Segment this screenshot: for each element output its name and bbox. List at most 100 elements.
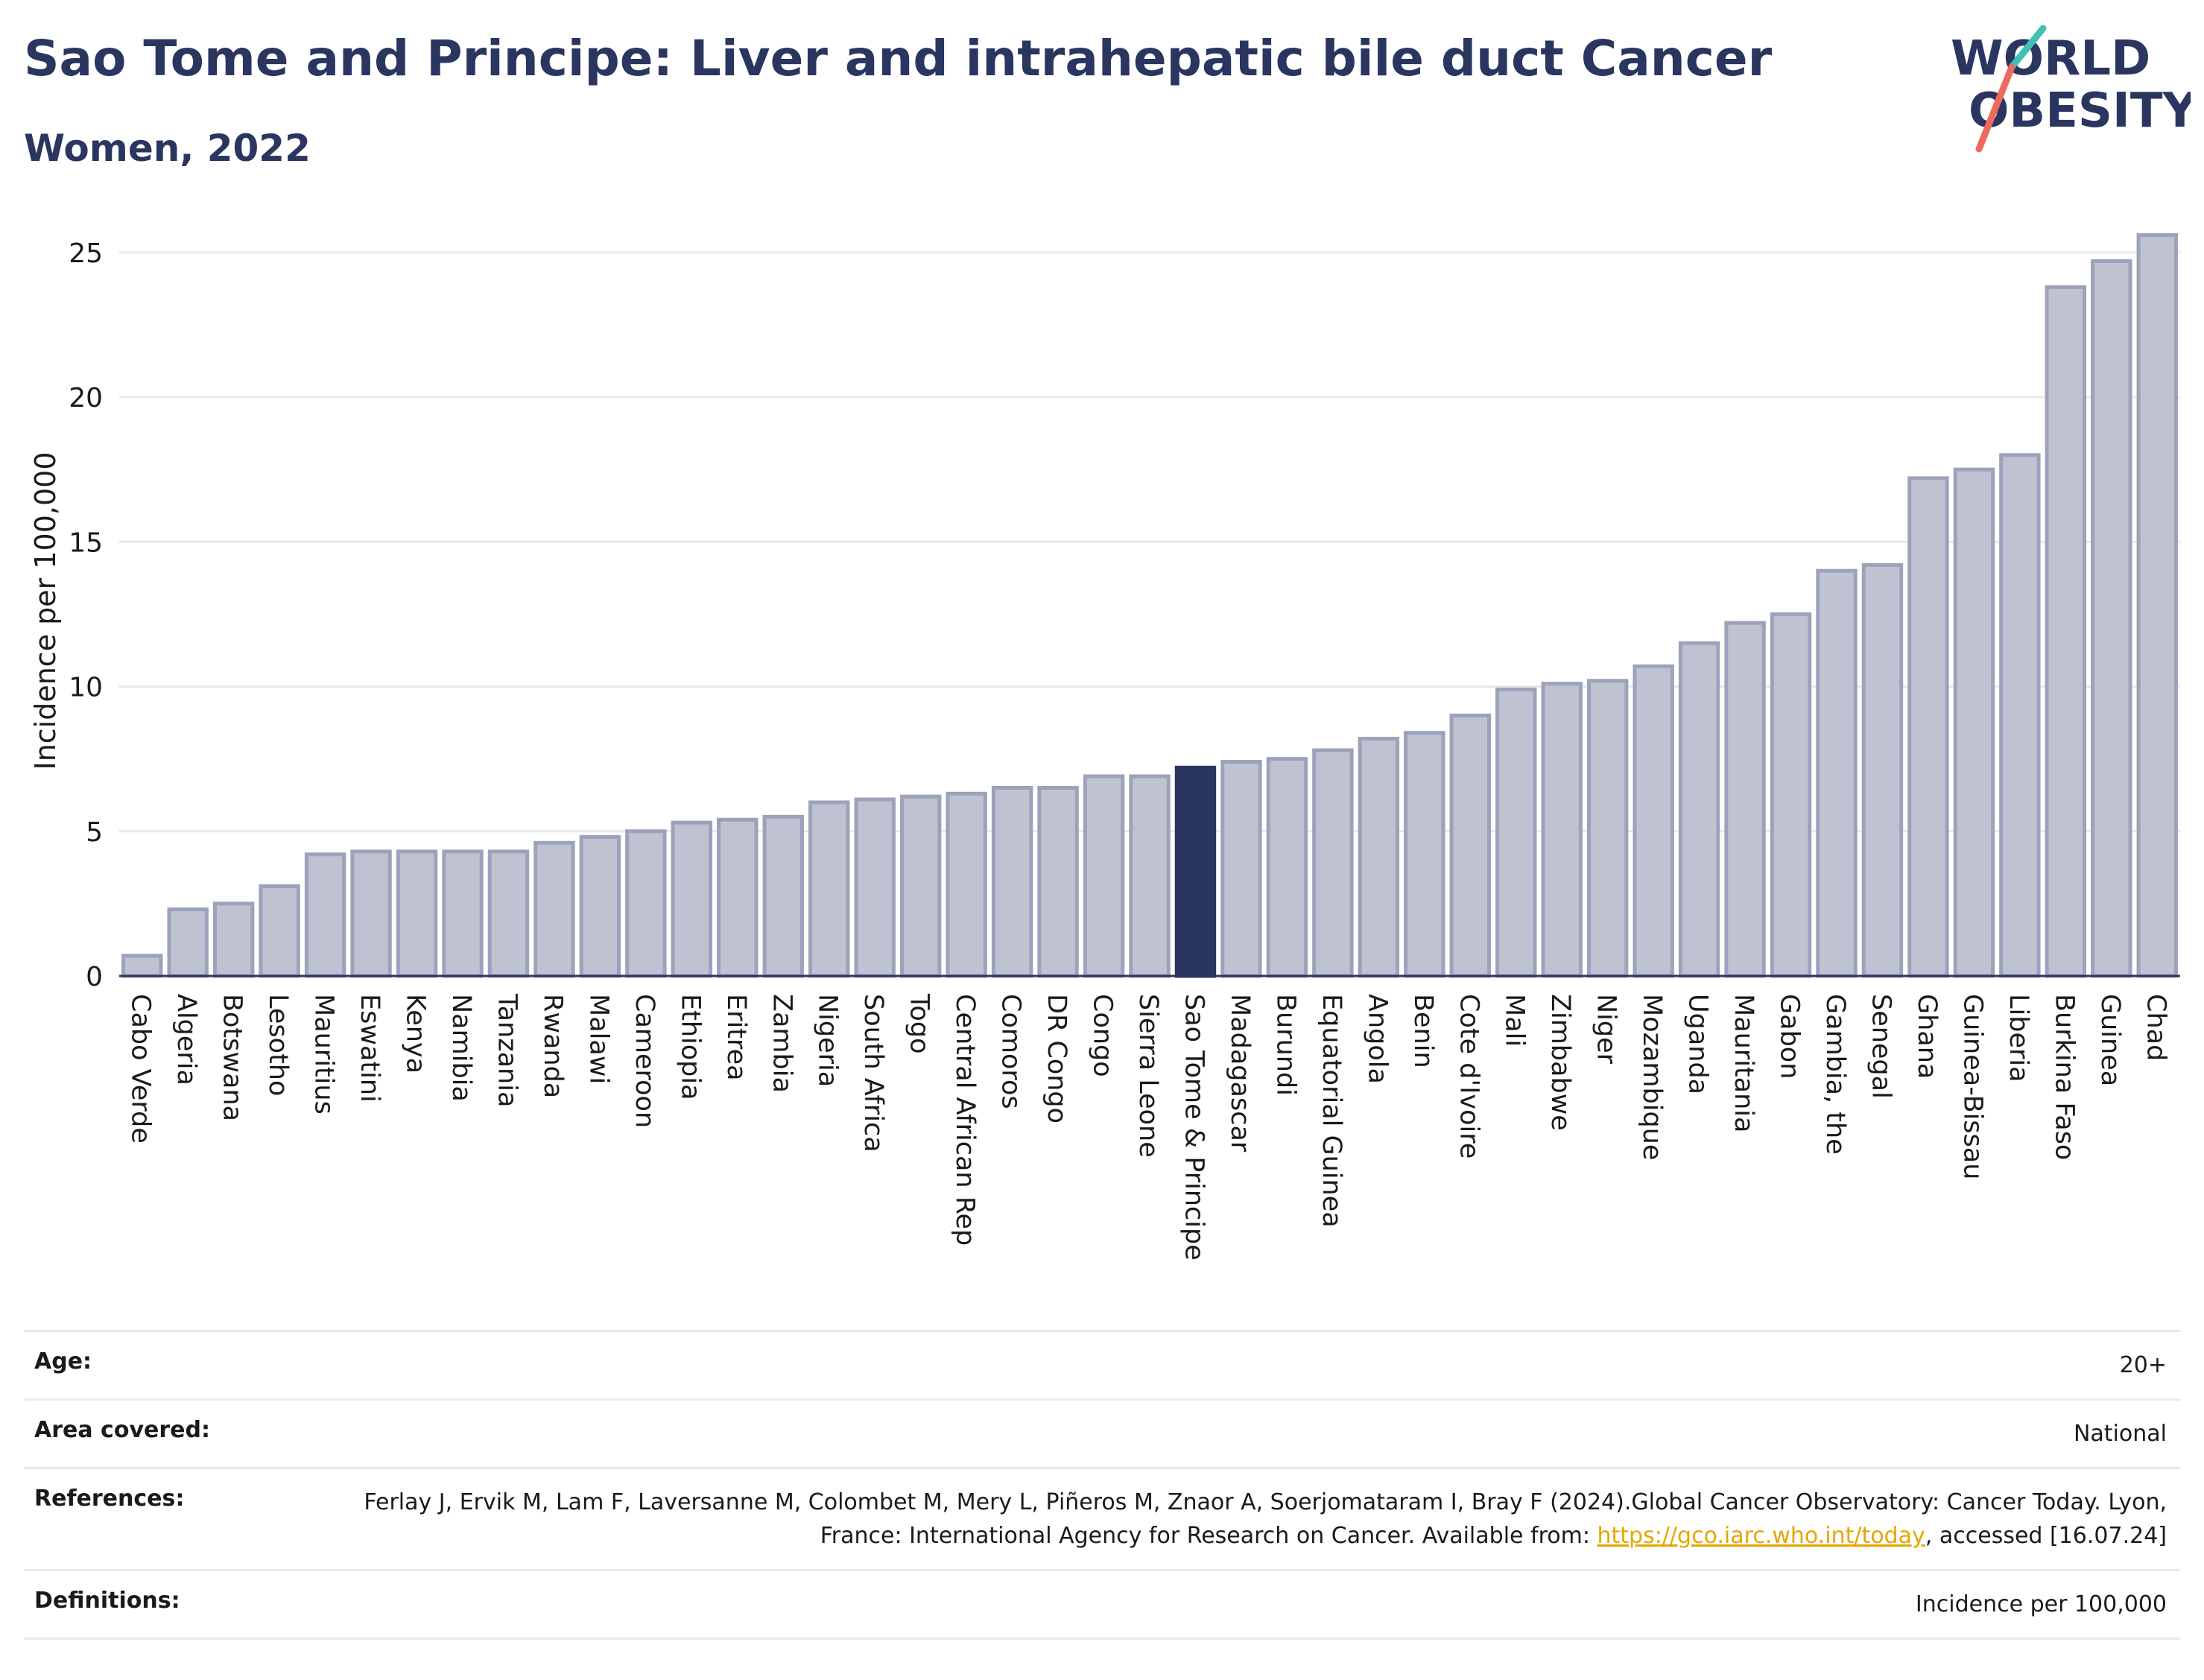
x-tick-label: Guinea (2095, 994, 2125, 1086)
x-tick-label: Angola (1362, 994, 1392, 1084)
x-tick-label: Madagascar (1225, 994, 1255, 1153)
bar (1770, 612, 1812, 978)
references-tail: , accessed [16.07.24] (1925, 1523, 2167, 1549)
logo-line2: OBESITY (1969, 83, 2191, 139)
meta-age-label: Age: (34, 1348, 92, 1375)
bar (899, 794, 942, 978)
bar (1953, 467, 1995, 978)
bar (1083, 774, 1125, 978)
bar (1999, 453, 2041, 978)
bar (350, 849, 392, 978)
x-tick-label: South Africa (858, 994, 888, 1153)
bar (991, 786, 1033, 978)
bar (259, 884, 300, 978)
x-tick-label: Guinea-Bissau (1957, 994, 1987, 1179)
y-tick-label: 0 (86, 962, 103, 992)
x-tick-label: Cabo Verde (126, 994, 156, 1144)
x-tick-labels: Cabo Verde Algeria Botswana Lesotho Mauritiu… (126, 993, 2171, 1261)
bar (1404, 731, 1445, 978)
bar (1724, 621, 1766, 978)
meta-definitions-label: Definitions: (34, 1588, 180, 1614)
bar (579, 835, 621, 978)
bar (1312, 748, 1354, 978)
bar (2091, 259, 2132, 978)
meta-row-definitions: Definitions: Incidence per 100,000 (24, 1569, 2180, 1640)
x-tick-label: Niger (1592, 994, 1621, 1065)
world-obesity-logo: WORLD OBESITY (1951, 25, 2191, 153)
bar (1495, 687, 1537, 978)
x-tick-label: Burundi (1270, 994, 1300, 1096)
y-tick-label: 10 (69, 673, 103, 703)
bar (167, 907, 209, 978)
x-tick-label: Rwanda (538, 994, 568, 1098)
bar (1266, 757, 1308, 978)
x-tick-label: Botswana (218, 994, 247, 1121)
bar (808, 800, 850, 978)
x-tick-label: Eritrea (721, 994, 751, 1081)
bar (1449, 713, 1491, 978)
x-tick-label: Eswatini (355, 994, 384, 1103)
x-tick-label: Cote d'Ivoire (1454, 994, 1483, 1158)
bar (1220, 760, 1262, 978)
x-tick-label: Kenya (401, 994, 431, 1074)
bar (212, 901, 255, 978)
bar (1678, 641, 1720, 978)
y-axis-label: Incidence per 100,000 (29, 451, 62, 770)
bars (121, 233, 2178, 978)
references-link[interactable]: https://gco.iarc.who.int/today (1597, 1523, 1925, 1549)
bar (1586, 679, 1629, 978)
x-tick-label: Equatorial Guinea (1317, 994, 1346, 1228)
bar (304, 852, 346, 978)
x-tick-label: Comoros (996, 994, 1026, 1109)
bar (533, 840, 575, 978)
y-tick-label: 5 (86, 817, 103, 848)
meta-definitions-value: Incidence per 100,000 (1915, 1591, 2167, 1617)
logo-slash-teal (2008, 25, 2047, 71)
x-tick-label: Lesotho (263, 994, 293, 1096)
logo-slash-coral (1975, 63, 2015, 153)
x-tick-label: Gabon (1775, 994, 1805, 1079)
y-tick-labels: 0 5 10 15 20 25 (69, 238, 103, 992)
references-text: Ferlay J, Ervik M, Lam F, Laversanne M, … (364, 1489, 2167, 1549)
x-tick-label: Congo (1088, 994, 1118, 1077)
meta-area-label: Area covered: (34, 1417, 210, 1443)
y-tick-label: 15 (69, 527, 103, 558)
bar (1816, 568, 1858, 978)
x-tick-label: Senegal (1866, 994, 1896, 1099)
y-tick-label: 20 (69, 383, 103, 413)
chart-subtitle: Women, 2022 (24, 127, 311, 170)
bar (2045, 285, 2087, 978)
x-tick-label: Central African Rep (950, 994, 980, 1246)
x-tick-label: Zimbabwe (1545, 994, 1575, 1131)
meta-area-value: National (2073, 1421, 2167, 1447)
bar (1037, 786, 1079, 978)
x-tick-label: Tanzania (492, 993, 522, 1107)
chart-title: Sao Tome and Principe: Liver and intrahe… (24, 30, 1773, 87)
y-tick-label: 25 (69, 238, 103, 269)
meta-references-value: Ferlay J, Ervik M, Lam F, Laversanne M, … (304, 1486, 2167, 1553)
bar (1633, 664, 1674, 978)
x-tick-label: Cameroon (630, 994, 659, 1128)
bar-chart: 0 5 10 15 20 25 Cabo Verde Algeria Botswana Leso… (29, 233, 2180, 1261)
x-tick-label: Gambia, the (1820, 994, 1850, 1155)
x-tick-label: Mozambique (1637, 994, 1667, 1160)
bar (1129, 774, 1171, 978)
x-tick-label: Namibia (446, 994, 476, 1102)
x-tick-label: Togo (905, 993, 934, 1053)
bar (1861, 562, 1904, 978)
x-tick-label: Malawi (583, 994, 613, 1084)
x-tick-label: Liberia (2004, 994, 2033, 1083)
x-tick-label: Chad (2141, 994, 2170, 1061)
bar-highlight (1174, 765, 1217, 978)
x-tick-label: Burkina Faso (2049, 994, 2079, 1160)
bar (1907, 476, 1949, 978)
meta-age-value: 20+ (2119, 1352, 2167, 1378)
bar (121, 954, 163, 978)
x-tick-label: Benin (1408, 994, 1438, 1068)
bar (625, 829, 667, 978)
x-tick-label: Mauritania (1729, 994, 1758, 1132)
x-tick-label: Sierra Leone (1133, 994, 1163, 1158)
bar (396, 849, 438, 978)
bar (487, 849, 530, 978)
x-tick-label: Nigeria (813, 994, 843, 1087)
